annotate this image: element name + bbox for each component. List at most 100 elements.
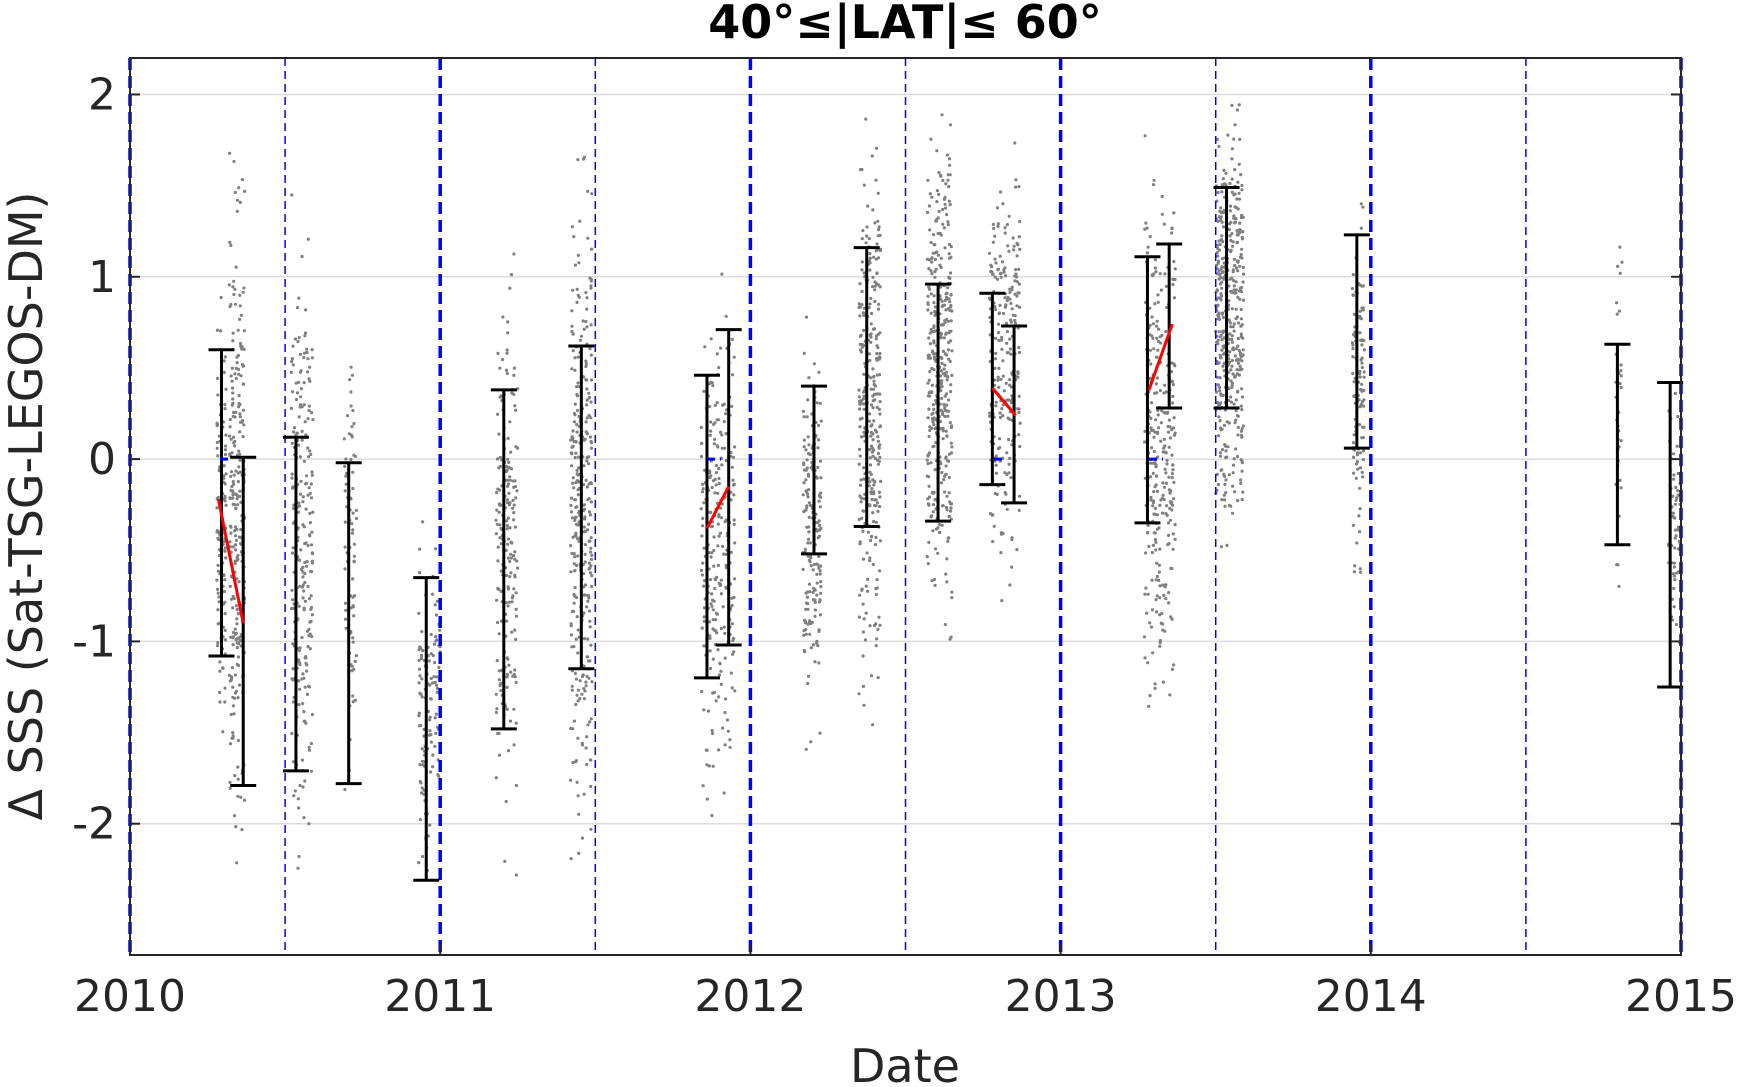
scatter-point xyxy=(1007,471,1011,475)
scatter-point xyxy=(940,523,944,527)
scatter-point xyxy=(1234,347,1238,351)
scatter-point xyxy=(587,596,591,600)
scatter-point xyxy=(944,464,948,468)
scatter-point xyxy=(495,457,500,461)
scatter-point xyxy=(994,308,998,312)
scatter-point xyxy=(858,454,862,458)
x-tick-label: 2010 xyxy=(74,971,186,1022)
scatter-point xyxy=(1230,511,1235,515)
scatter-point xyxy=(1156,408,1160,412)
scatter-point xyxy=(501,358,505,362)
scatter-point xyxy=(874,357,879,361)
scatter-point xyxy=(1236,295,1240,299)
scatter-point xyxy=(874,520,878,525)
scatter-point xyxy=(1156,348,1160,352)
scatter-point xyxy=(1216,243,1220,247)
scatter-point xyxy=(582,327,586,331)
scatter-point xyxy=(1673,391,1677,395)
scatter-point xyxy=(994,400,998,404)
scatter-point xyxy=(429,676,433,681)
scatter-point xyxy=(1170,361,1174,365)
scatter-point xyxy=(1230,177,1234,181)
scatter-point xyxy=(1229,368,1233,372)
scatter-point xyxy=(1002,389,1006,393)
scatter-point xyxy=(716,648,720,652)
scatter-point xyxy=(819,419,823,423)
scatter-point xyxy=(1018,444,1022,449)
scatter-point xyxy=(582,611,586,615)
scatter-point xyxy=(1236,361,1240,365)
scatter-point xyxy=(573,498,577,502)
scatter-point xyxy=(932,577,937,582)
scatter-point xyxy=(576,455,581,459)
scatter-point xyxy=(1217,248,1221,252)
scatter-point xyxy=(298,352,303,356)
scatter-point xyxy=(1220,270,1224,274)
scatter-point xyxy=(229,597,234,601)
scatter-point xyxy=(858,447,862,451)
scatter-point xyxy=(815,572,819,577)
scatter-point xyxy=(1673,502,1677,506)
scatter-point xyxy=(1228,204,1233,208)
scatter-point xyxy=(1676,489,1680,493)
scatter-point xyxy=(1151,504,1155,508)
scatter-point xyxy=(1355,453,1360,457)
range-bar xyxy=(568,344,595,671)
scatter-point xyxy=(586,637,590,641)
scatter-point xyxy=(717,534,721,538)
scatter-point xyxy=(817,554,821,559)
scatter-point xyxy=(571,476,575,480)
scatter-point xyxy=(943,206,948,210)
scatter-point xyxy=(573,402,577,406)
scatter-point xyxy=(223,546,227,550)
scatter-point xyxy=(505,498,509,502)
scatter-point xyxy=(938,530,942,535)
scatter-point xyxy=(804,478,808,482)
scatter-point xyxy=(710,728,714,733)
scatter-point xyxy=(570,551,574,556)
scatter-point xyxy=(1352,380,1356,384)
scatter-point xyxy=(1238,221,1242,225)
scatter-point xyxy=(1156,300,1160,304)
scatter-point xyxy=(728,738,732,742)
scatter-point xyxy=(879,479,883,483)
scatter-point xyxy=(298,662,302,667)
scatter-point xyxy=(990,272,995,276)
scatter-point xyxy=(1148,235,1152,239)
scatter-point xyxy=(871,275,875,279)
scatter-point xyxy=(1220,393,1224,397)
scatter-point xyxy=(309,769,313,773)
scatter-point xyxy=(950,349,954,353)
scatter-point xyxy=(1004,381,1008,385)
scatter-point xyxy=(587,522,591,526)
scatter-point xyxy=(817,423,821,427)
scatter-point xyxy=(1162,391,1166,395)
scatter-point xyxy=(1004,303,1008,307)
scatter-point xyxy=(308,534,312,538)
scatter-point xyxy=(944,370,949,374)
scatter-point xyxy=(233,190,237,194)
scatter-point xyxy=(241,382,246,386)
scatter-point xyxy=(717,366,721,370)
scatter-point xyxy=(1171,383,1175,387)
scatter-point xyxy=(574,440,578,444)
scatter-point xyxy=(238,430,242,434)
scatter-point xyxy=(291,760,296,764)
scatter-point xyxy=(1241,230,1245,234)
scatter-point xyxy=(731,652,735,656)
scatter-point xyxy=(417,861,421,865)
scatter-point xyxy=(939,419,943,424)
scatter-point xyxy=(505,465,509,469)
scatter-point xyxy=(1171,401,1175,405)
scatter-point xyxy=(926,394,931,398)
scatter-point xyxy=(806,435,810,439)
scatter-point xyxy=(930,383,935,387)
scatter-point xyxy=(236,655,240,659)
scatter-point xyxy=(508,575,512,579)
scatter-point xyxy=(1619,439,1623,443)
scatter-point xyxy=(710,813,714,818)
scatter-point xyxy=(582,155,587,159)
scatter-point xyxy=(940,470,944,475)
scatter-point xyxy=(311,418,315,422)
scatter-point xyxy=(711,608,715,612)
